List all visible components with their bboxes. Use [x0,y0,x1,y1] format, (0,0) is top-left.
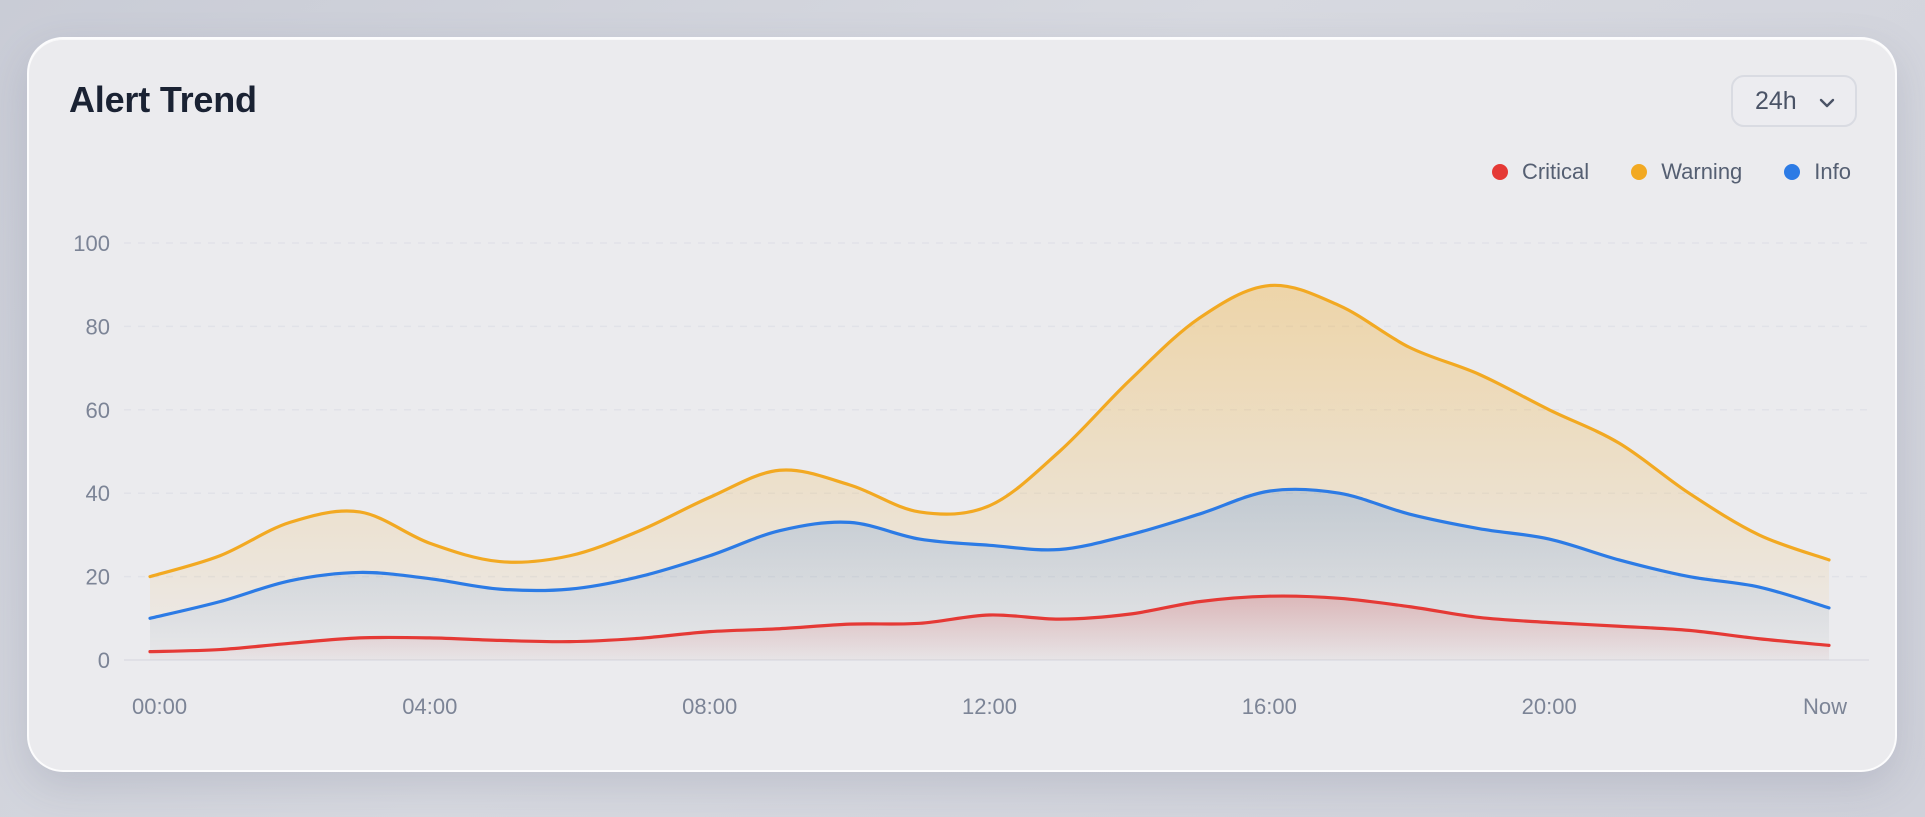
x-tick-label: 16:00 [1242,694,1297,719]
alert-trend-card: Alert Trend 24h Critical Warning Info 0 2… [27,37,1897,772]
legend-dot-warning [1631,164,1648,180]
y-tick-label: 80 [86,314,110,339]
series-line-info[interactable] [148,487,1831,620]
x-tick-label: Now [1803,694,1847,719]
x-tick-label: 20:00 [1522,694,1577,719]
x-tick-label: 12:00 [962,694,1017,719]
legend-label-warning: Warning [1661,159,1743,184]
legend-label-critical: Critical [1521,159,1590,184]
y-tick-label: 60 [86,398,110,423]
x-axis-ticks: 00:00 04:00 08:00 12:00 16:00 20:00 Now [132,694,1847,719]
legend-dot-critical [1491,164,1508,180]
chart-legend: Critical Warning Info [1491,159,1851,185]
legend-item-info[interactable]: Info [1784,159,1851,185]
x-tick-label: 04:00 [402,694,457,719]
x-tick-label: 08:00 [682,694,737,719]
card-title: Alert Trend [69,79,257,120]
series-area-critical [150,596,1829,660]
series-line-critical[interactable] [148,594,1831,654]
y-axis-ticks: 0 20 40 60 80 100 [73,231,110,673]
legend-label-info: Info [1814,159,1851,184]
series-line-warning[interactable] [148,283,1831,579]
legend-dot-info [1784,164,1801,180]
time-range-value: 24h [1755,86,1797,115]
y-tick-label: 0 [98,648,110,673]
y-tick-label: 40 [86,481,110,506]
y-tick-label: 20 [86,565,110,590]
area-chart: 0 20 40 60 80 100 00:00 04:00 08:00 12:00 16:00 20… [73,231,1869,719]
chevron-down-icon [1819,98,1835,108]
x-tick-label: 00:00 [132,694,187,719]
y-tick-label: 100 [73,231,110,256]
legend-item-critical[interactable]: Critical [1491,159,1590,185]
series-areas [150,285,1829,660]
series-lines [148,283,1831,654]
legend-item-warning[interactable]: Warning [1631,159,1742,185]
time-range-select[interactable]: 24h [1731,75,1857,127]
